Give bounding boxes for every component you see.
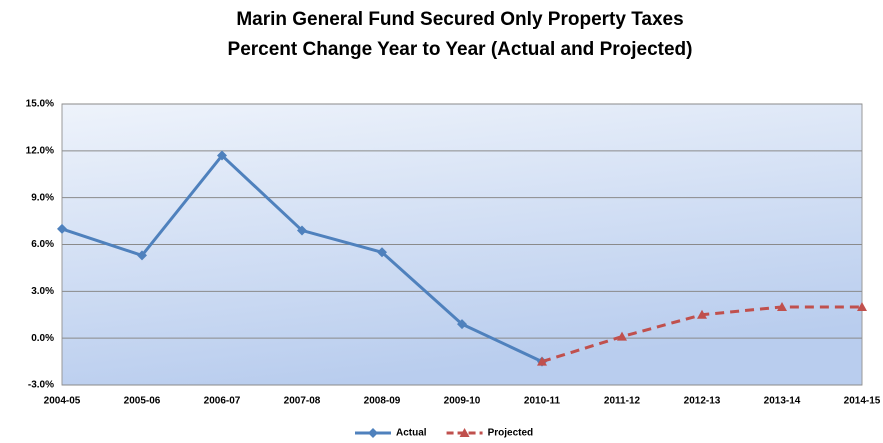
legend-marker — [459, 428, 470, 437]
marker — [857, 301, 867, 311]
x-tick-label: 2012-13 — [684, 396, 721, 407]
marker — [137, 250, 147, 261]
x-tick-label: 2004-05 — [44, 396, 81, 407]
x-tick-label: 2007-08 — [284, 396, 321, 407]
marker — [57, 223, 67, 234]
y-tick-label: 0.0% — [31, 333, 54, 344]
x-tick-label: 2006-07 — [204, 396, 241, 407]
chart-subtitle: Percent Change Year to Year (Actual and … — [228, 39, 693, 60]
x-tick-label: 2008-09 — [364, 396, 401, 407]
y-tick-label: 15.0% — [26, 99, 54, 110]
x-tick-label: 2005-06 — [124, 396, 161, 407]
chart-title: Marin General Fund Secured Only Property… — [236, 9, 683, 30]
y-tick-label: -3.0% — [28, 380, 54, 391]
marker — [777, 301, 787, 311]
legend-label: Actual — [396, 428, 427, 439]
x-tick-label: 2010-11 — [524, 396, 561, 407]
marker — [217, 150, 227, 161]
y-tick-label: 6.0% — [31, 239, 54, 250]
y-tick-label: 12.0% — [26, 145, 54, 156]
x-tick-label: 2011-12 — [604, 396, 641, 407]
x-tick-label: 2013-14 — [764, 396, 801, 407]
x-tick-label: 2014-15 — [844, 396, 881, 407]
y-tick-label: 9.0% — [31, 192, 54, 203]
marker — [617, 331, 627, 341]
marker — [697, 309, 707, 319]
legend-marker — [368, 428, 378, 438]
y-tick-label: 3.0% — [31, 286, 54, 297]
legend-label: Projected — [488, 428, 534, 439]
marker — [297, 225, 307, 236]
marker — [377, 247, 387, 258]
marker — [537, 356, 547, 366]
marker — [457, 319, 467, 330]
x-tick-label: 2009-10 — [444, 396, 481, 407]
